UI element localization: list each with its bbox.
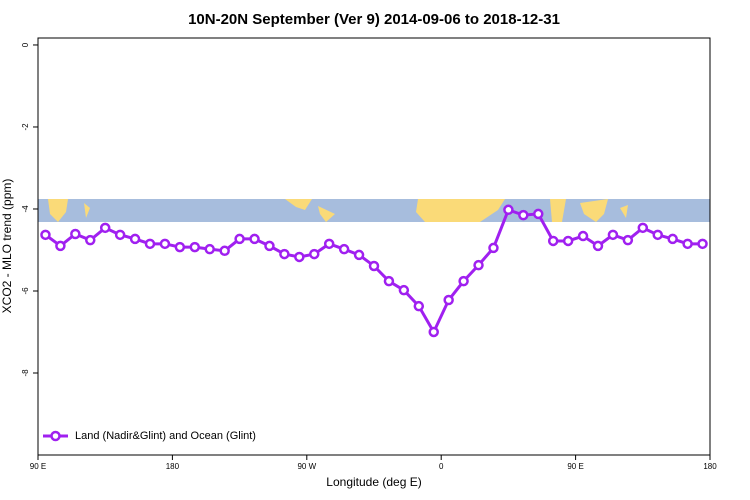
x-tick-label: 90 E [567,462,583,471]
point [488,242,499,254]
point [428,326,439,338]
point [398,284,410,296]
y-tick-label: 0 [21,42,30,47]
chart-title: 10N-20N September (Ver 9) 2014-09-06 to … [188,11,560,28]
point [458,275,469,287]
y-tick-label: -6 [21,287,30,295]
y-tick-label: -2 [21,123,30,131]
point [547,235,559,247]
land-ocean-strip [38,199,710,222]
point [99,222,111,234]
point [294,251,305,263]
x-tick-label: 90 E [30,462,46,471]
point [383,275,395,287]
y-tick-label: -8 [21,369,30,377]
point [234,233,245,245]
point [533,208,544,220]
point [682,238,693,250]
point [443,294,454,306]
point [55,240,66,252]
x-tick-label: 180 [703,462,717,471]
point [592,240,604,252]
point [637,222,649,234]
point [652,229,663,241]
legend-marker [50,430,61,442]
point [279,248,290,260]
point [264,240,275,252]
x-axis-label: Longitude (deg E) [326,475,421,489]
point [159,238,171,250]
x-tick-label: 0 [439,462,444,471]
point [503,204,514,216]
point [518,209,529,221]
point [129,233,141,245]
point [249,233,260,245]
legend-label: Land (Nadir&Glint) and Ocean (Glint) [75,430,256,442]
plot-frame [37,37,711,456]
point [70,228,81,240]
point [323,238,335,250]
point [353,249,365,261]
point [622,234,634,246]
point [697,238,708,250]
point [607,229,619,241]
point [473,259,484,271]
point [562,235,574,247]
point [144,238,156,250]
point [667,233,678,245]
point [189,241,201,253]
x-tick-label: 180 [166,462,180,471]
x-tick-label: 90 W [297,462,316,471]
point [85,234,96,246]
point [219,245,230,257]
y-tick-label: -4 [21,205,30,213]
point [413,300,425,312]
point [174,241,186,253]
y-axis-label: XCO2 - MLO trend (ppm) [0,179,14,314]
point [309,248,320,260]
point [368,260,380,272]
point [40,229,51,241]
point [338,243,350,255]
point [114,229,126,241]
point [577,230,589,242]
point [204,243,215,255]
